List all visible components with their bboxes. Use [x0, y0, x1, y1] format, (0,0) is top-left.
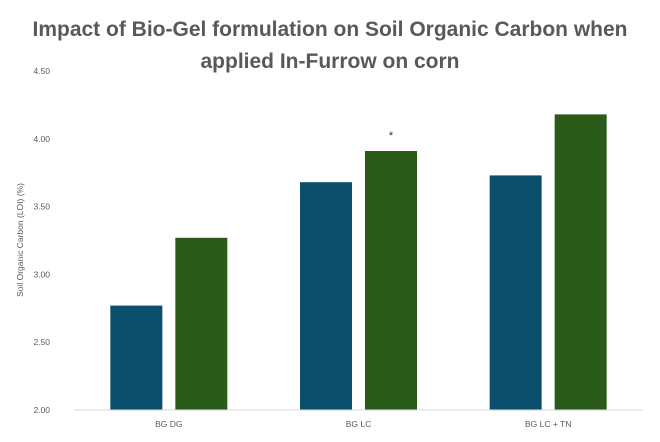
annotations: *: [389, 130, 394, 142]
y-axis-ticks: 2.00 2.50 3.00 3.50 4.00 4.50: [33, 66, 50, 415]
bars: [110, 114, 607, 410]
chart-title-line-2: applied In-Furrow on corn: [200, 50, 460, 73]
significance-marker: *: [389, 130, 394, 142]
chart-title: Impact of Bio-Gel formulation on Soil Or…: [0, 14, 660, 78]
y-tick-label: 3.00: [33, 269, 50, 279]
bar: [110, 305, 163, 410]
y-tick-label: 4.50: [33, 66, 50, 76]
x-axis-ticks: BG DG BG LC BG LC + TN: [155, 419, 571, 429]
y-tick-label: 3.50: [33, 202, 50, 212]
bar: [175, 237, 228, 410]
y-tick-label: 2.00: [33, 405, 50, 415]
y-tick-label: 4.00: [33, 134, 50, 144]
bar: [489, 175, 542, 410]
x-tick-label: BG LC + TN: [525, 419, 571, 429]
x-tick-label: BG DG: [155, 419, 182, 429]
bar: [300, 182, 352, 410]
bar: [554, 114, 607, 410]
chart-title-line-1: Impact of Bio-Gel formulation on Soil Or…: [32, 18, 628, 41]
bar: [365, 151, 417, 410]
y-tick-label: 2.50: [33, 337, 50, 347]
y-axis-label: Soil Organic Carbon (LOI) (%): [15, 183, 25, 297]
x-tick-label: BG LC: [346, 419, 372, 429]
